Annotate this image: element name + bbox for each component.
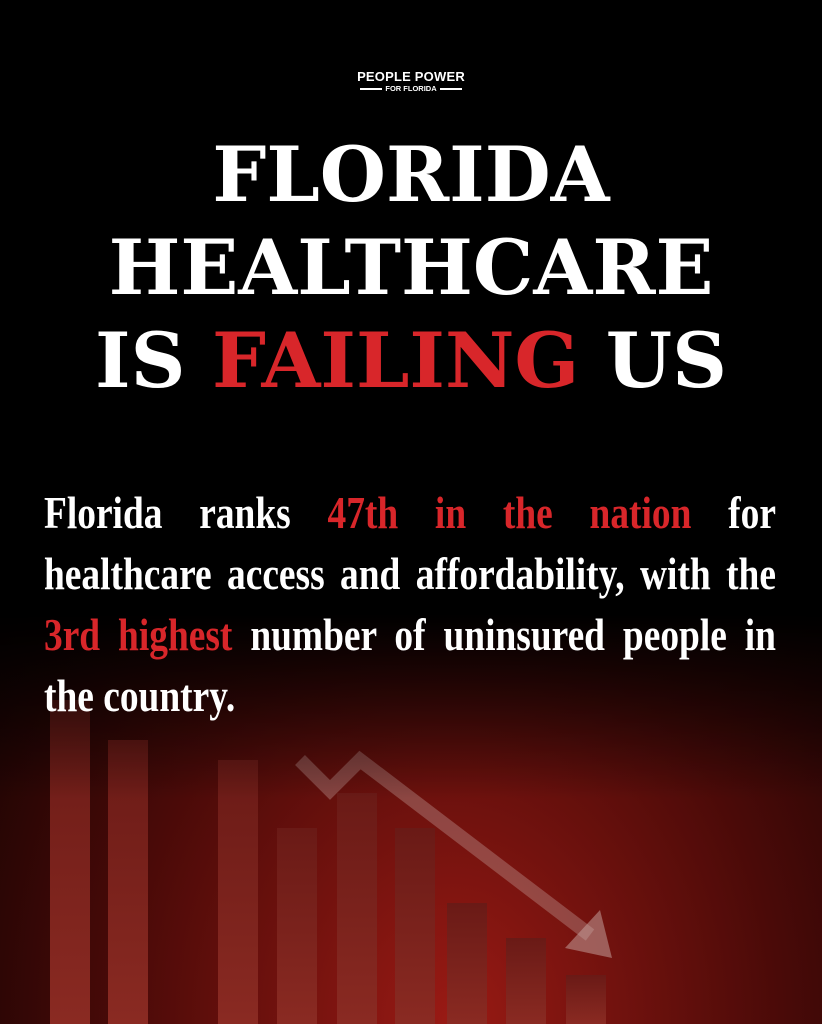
headline-line2: HEALTHCARE (108, 223, 714, 312)
body-text: Florida ranks 47th in the nation for hea… (44, 482, 776, 726)
headline-line3-post: US (579, 316, 727, 405)
body-part2: for healthcare access and affordability,… (44, 487, 776, 599)
headline: FLORIDA HEALTHCARE IS FAILING US (0, 128, 822, 407)
headline-highlight: FAILING (211, 316, 580, 405)
logo-line1: PEOPLE POWER (357, 69, 465, 84)
body-part1: Florida ranks (44, 487, 328, 538)
body-highlight1: 47th in the nation (327, 487, 692, 538)
body-highlight2: 3rd highest (44, 609, 233, 660)
headline-line3-pre: IS (95, 316, 212, 405)
logo: PEOPLE POWER FOR FLORIDA (0, 69, 822, 94)
logo-line2: FOR FLORIDA (385, 84, 437, 93)
body-part3: number of uninsured people in the countr… (44, 609, 776, 721)
headline-line1: FLORIDA (212, 130, 610, 219)
